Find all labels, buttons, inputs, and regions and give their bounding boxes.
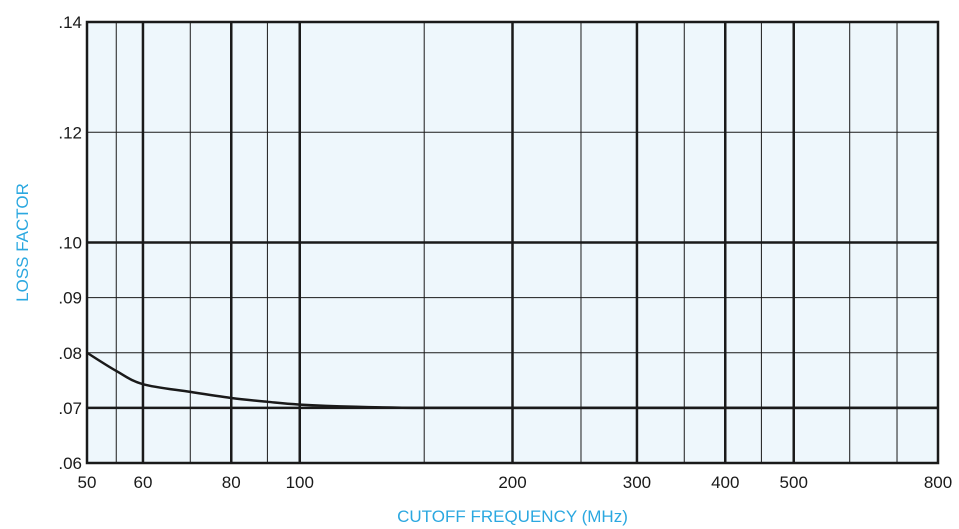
x-axis-title: CUTOFF FREQUENCY (MHz) xyxy=(397,507,628,526)
x-tick-label: 80 xyxy=(222,473,241,492)
x-tick-label: 500 xyxy=(780,473,808,492)
y-tick-label: .08 xyxy=(58,344,82,363)
x-tick-label: 60 xyxy=(133,473,152,492)
y-tick-label: .06 xyxy=(58,454,82,473)
x-tick-labels: 50 60 80 100 200 300 400 500 800 xyxy=(78,473,953,492)
series-line xyxy=(86,351,938,410)
x-tick-label: 200 xyxy=(498,473,526,492)
x-tick-label: 300 xyxy=(623,473,651,492)
y-tick-label: .10 xyxy=(58,234,82,253)
gridlines xyxy=(85,20,940,465)
y-tick-label: .09 xyxy=(58,289,82,308)
y-tick-label: .07 xyxy=(58,399,82,418)
y-tick-labels: .06 .07 .08 .09 .10 .12 .14 xyxy=(58,13,82,473)
x-tick-label: 100 xyxy=(286,473,314,492)
plot-border xyxy=(85,20,940,465)
x-tick-label: 400 xyxy=(711,473,739,492)
x-tick-label: 800 xyxy=(924,473,952,492)
y-axis-title: LOSS FACTOR xyxy=(13,183,32,302)
y-tick-label: .12 xyxy=(58,123,82,142)
y-tick-label: .14 xyxy=(58,13,82,32)
x-tick-label: 50 xyxy=(78,473,97,492)
